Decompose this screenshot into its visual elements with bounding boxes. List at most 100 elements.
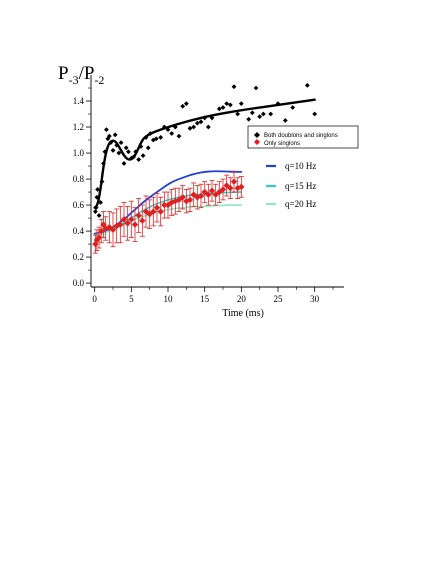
- data-point-both: [312, 111, 318, 117]
- data-point-both: [112, 132, 118, 138]
- data-point-both: [169, 131, 175, 136]
- data-point-singlons: [227, 184, 234, 192]
- legend-label-singlons: Only singlons: [264, 141, 300, 147]
- data-point-both: [275, 101, 281, 107]
- y-axis-title-main: P: [58, 63, 69, 84]
- data-point-singlons: [164, 201, 172, 209]
- legend-marker-singlons: [254, 139, 260, 145]
- data-point-both: [220, 105, 226, 110]
- data-point-both: [140, 153, 146, 159]
- data-point-both: [257, 114, 263, 120]
- data-point-singlons: [93, 236, 101, 244]
- data-point-singlons: [128, 216, 135, 223]
- data-point-both: [249, 110, 255, 116]
- legend-models: q=10 Hz q=15 Hz q=20 Hz: [266, 161, 316, 209]
- data-point-both: [104, 127, 109, 133]
- data-point-both: [165, 127, 171, 133]
- data-point-both: [304, 83, 310, 88]
- data-point-both: [138, 144, 144, 149]
- data-point-both: [224, 101, 230, 107]
- axes: 0 5 10 15 20 25 30 0.0 0.2 0.4 0.6 0.8 1.0 1.2 1.4: [73, 75, 344, 304]
- data-point-both: [94, 194, 100, 200]
- data-point-both: [260, 111, 266, 117]
- y-tick-label: 1.2: [73, 122, 84, 132]
- data-point-both: [148, 131, 153, 136]
- data-point-singlons: [117, 221, 124, 228]
- data-point-singlons: [179, 194, 186, 201]
- data-point-both: [253, 85, 259, 91]
- data-point-both: [180, 103, 186, 109]
- data-point-singlons: [197, 192, 205, 200]
- y-axis-title-sub1: -3: [69, 73, 79, 87]
- data-point-singlons: [205, 191, 212, 198]
- legend-data: Both doublons and singlons Only singlons: [247, 125, 359, 149]
- legend-label-q15: q=15 Hz: [285, 181, 316, 191]
- x-tick-label: 20: [237, 294, 247, 304]
- data-point-both: [153, 136, 159, 142]
- data-point-singlons: [109, 226, 117, 233]
- data-point-both: [145, 145, 151, 151]
- data-point-both: [131, 154, 136, 160]
- data-point-both: [96, 213, 102, 218]
- data-point-both: [125, 149, 131, 155]
- y-tick-label: 0.2: [73, 252, 84, 262]
- data-point-both: [123, 145, 129, 151]
- data-point-both: [238, 101, 244, 107]
- data-point-both: [158, 135, 164, 140]
- x-axis-title: Time (ms): [222, 308, 264, 319]
- data-point-singlons: [175, 196, 183, 204]
- x-tick-label: 5: [129, 294, 134, 304]
- x-tick-label: 30: [310, 294, 320, 304]
- data-point-singlons: [219, 186, 227, 193]
- legend-label-q20: q=20 Hz: [285, 199, 316, 209]
- data-point-both: [172, 124, 178, 130]
- series-points: [92, 83, 318, 254]
- x-tick-label: 15: [200, 294, 210, 304]
- data-point-both: [136, 157, 142, 162]
- data-point-both: [268, 111, 274, 117]
- y-tick-label: 0.8: [73, 174, 85, 184]
- data-point-both: [198, 119, 204, 125]
- data-point-both: [205, 124, 211, 130]
- data-point-both: [194, 120, 200, 126]
- data-point-both: [95, 187, 100, 192]
- data-point-both: [231, 84, 237, 90]
- data-point-singlons: [238, 183, 245, 191]
- data-point-singlons: [98, 227, 105, 235]
- data-point-both: [290, 105, 296, 110]
- y-tick-label: 1.0: [73, 148, 85, 158]
- data-point-both: [121, 161, 127, 166]
- data-point-singlons: [186, 196, 194, 204]
- x-tick-label: 0: [92, 294, 97, 304]
- legend-label-q10: q=10 Hz: [285, 161, 316, 171]
- data-point-both: [143, 135, 149, 140]
- data-point-singlons: [153, 204, 161, 211]
- x-tick-label: 25: [274, 294, 284, 304]
- data-point-both: [216, 106, 222, 112]
- data-point-singlons: [139, 217, 146, 224]
- data-point-both: [98, 200, 103, 205]
- data-point-both: [161, 124, 167, 130]
- data-point-singlons: [161, 201, 168, 209]
- data-point-singlons: [95, 234, 103, 241]
- data-point-both: [118, 140, 124, 146]
- y-axis-title-mid: /P: [79, 63, 95, 84]
- x-tick-label: 10: [164, 294, 174, 304]
- legend-marker-both: [254, 132, 260, 138]
- data-point-both: [93, 209, 98, 214]
- data-point-both: [209, 115, 215, 121]
- data-point-singlons: [131, 221, 139, 228]
- data-point-singlons: [230, 178, 238, 185]
- data-point-both: [102, 149, 108, 155]
- data-point-both: [110, 148, 116, 153]
- legend-label-both: Both doublons and singlons: [264, 133, 338, 139]
- data-point-singlons: [135, 212, 142, 219]
- y-tick-label: 0.0: [73, 278, 85, 288]
- data-point-singlons: [106, 223, 113, 231]
- data-point-both: [93, 205, 99, 211]
- data-point-singlons: [157, 208, 164, 215]
- data-point-both: [183, 101, 189, 107]
- data-point-both: [114, 142, 120, 148]
